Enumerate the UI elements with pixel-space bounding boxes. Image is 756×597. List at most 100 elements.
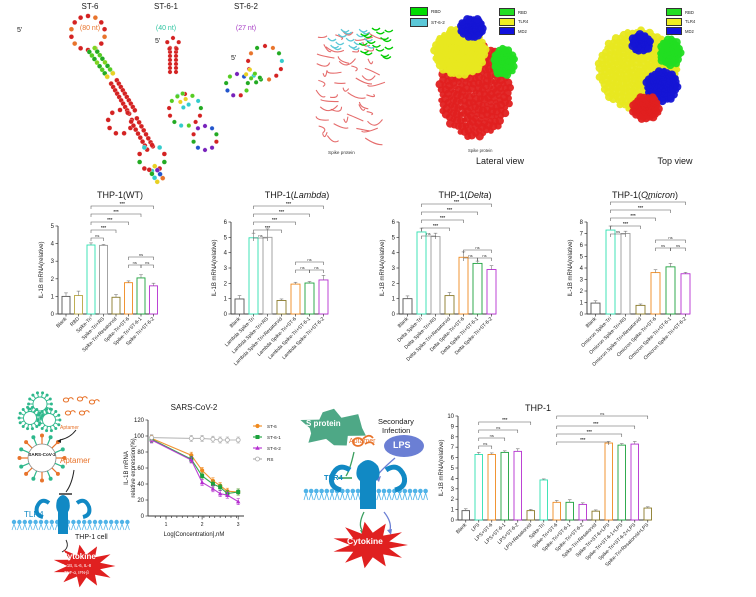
top-view-label: Top view: [657, 156, 693, 166]
svg-text:THP-1: THP-1: [525, 403, 551, 413]
secondary-infection-line2: Infection: [382, 426, 411, 435]
svg-text:ns: ns: [496, 425, 500, 430]
legend-swatch-tlr4-lateral: [499, 17, 515, 26]
svg-text:IL-1B mRNA(relative): IL-1B mRNA(relative): [568, 239, 574, 296]
cytokine-label-left: Cytokine: [62, 552, 96, 561]
svg-text:ns: ns: [300, 265, 304, 270]
protein-structures-panel: RBD ST-6-2 Spike protein RBD TLR4 MD2 Sp…: [300, 0, 756, 182]
svg-text:4: 4: [451, 476, 455, 482]
svg-text:1: 1: [451, 508, 455, 514]
svg-text:***: ***: [593, 421, 599, 426]
mechanism-left-graphics: [11, 391, 130, 588]
legend-swatch-tlr4-top: [666, 17, 682, 26]
svg-text:***: ***: [502, 417, 508, 422]
chart-svg-lps: 0 1 2 3 4 5 6 7 8 9 10 IL-1B mRNA(relative) Blank LPS…: [439, 403, 652, 568]
top-legend: RBD TLR4 MD2: [666, 8, 695, 35]
svg-text:1: 1: [224, 297, 228, 303]
mechanism-diagram-left: Aptamer SARS-CoV-2 Aptamer TLR4 THP-1 ce…: [2, 382, 142, 597]
svg-text:ns: ns: [426, 231, 430, 236]
rna-five-prime-2: 5': [231, 55, 237, 62]
legend-label-md2-lateral: MD2: [518, 28, 527, 34]
cytokine-list-2: TNF-α, IFN-β: [64, 570, 89, 575]
svg-text:***: ***: [279, 209, 285, 214]
svg-text:ns: ns: [475, 245, 479, 250]
svg-text:2: 2: [580, 289, 584, 295]
svg-text:3: 3: [237, 522, 240, 528]
legend-swatch-rbd: [410, 7, 428, 16]
ribbon-legend: RBD ST-6-2: [410, 7, 445, 27]
svg-text:2: 2: [451, 497, 455, 503]
svg-text:ns: ns: [314, 265, 318, 270]
legend-label-md2-top: MD2: [685, 28, 694, 34]
svg-text:THP-1(Omicron): THP-1(Omicron): [612, 190, 678, 200]
svg-text:ns: ns: [483, 441, 487, 446]
bar-chart-thp1-lambda: 0 1 2 3 4 5 6 IL-1B mRNA(relative) Blank Lambda S…: [205, 186, 375, 367]
svg-text:0: 0: [224, 312, 228, 318]
svg-text:4: 4: [392, 251, 396, 257]
rna-structure-graphics: [68, 13, 285, 185]
svg-text:2: 2: [201, 522, 204, 528]
svg-text:***: ***: [587, 429, 593, 434]
svg-text:IL-1B mRNA: IL-1B mRNA: [124, 451, 130, 485]
rna-structure-title-2: ST-6-2: [233, 2, 258, 11]
tlr4-label-left: TLR4: [24, 510, 44, 519]
svg-text:ns: ns: [145, 260, 149, 265]
legend-label-tlr4-lateral: TLR4: [518, 19, 529, 24]
svg-text:7: 7: [451, 445, 455, 451]
svg-text:3: 3: [392, 266, 396, 272]
cytokine-label-right: Cytokine: [347, 536, 383, 546]
svg-text:8: 8: [580, 220, 584, 226]
svg-text:***: ***: [265, 225, 271, 230]
svg-text:4: 4: [51, 242, 55, 248]
legend-swatch-st62: [410, 18, 428, 27]
svg-text:***: ***: [630, 213, 636, 218]
svg-text:***: ***: [107, 217, 113, 222]
svg-text:5: 5: [51, 224, 55, 230]
svg-text:***: ***: [101, 225, 107, 230]
aptamer-label-top: Aptamer: [60, 425, 79, 431]
tlr4-label-right: TLR4: [324, 473, 343, 482]
svg-text:***: ***: [580, 437, 586, 442]
rna-five-prime-1: 5': [155, 38, 161, 45]
rna-structure-length-0: (80 nt): [79, 25, 101, 32]
svg-text:***: ***: [286, 201, 292, 206]
svg-text:IL-1B mRNA(relative): IL-1B mRNA(relative): [212, 239, 218, 296]
s-protein-label: S protein: [306, 419, 341, 428]
svg-text:4: 4: [580, 266, 584, 272]
svg-text:80: 80: [137, 450, 144, 456]
cell-label: THP-1 cell: [75, 534, 108, 541]
mechanism-right-graphics: [300, 408, 428, 569]
svg-text:3: 3: [580, 278, 584, 284]
legend-swatch-md2-lateral: [499, 27, 515, 35]
svg-text:THP-1(Delta): THP-1(Delta): [438, 190, 491, 200]
svg-text:LPS: LPS: [470, 522, 481, 533]
bar-chart-thp1-delta: 0 1 2 3 4 5 6 IL-1B mRNA(relative) Blank Delta Sp…: [373, 186, 545, 366]
rna-structures-panel: ST-6 (80 nt) 5' ST-6-1 (40 nt) 5' ST-6-2…: [0, 0, 300, 185]
svg-text:Blank: Blank: [455, 522, 468, 535]
svg-text:5: 5: [451, 466, 455, 472]
svg-text:6: 6: [224, 220, 228, 226]
svg-text:ns: ns: [258, 233, 262, 238]
lateral-legend: RBD TLR4 MD2: [499, 8, 528, 35]
svg-text:8: 8: [451, 435, 455, 441]
svg-text:5: 5: [580, 255, 584, 261]
svg-text:40: 40: [137, 482, 144, 488]
svg-text:5: 5: [392, 235, 396, 241]
svg-text:120: 120: [134, 418, 145, 424]
svg-text:***: ***: [113, 209, 119, 214]
svg-text:ns: ns: [616, 229, 620, 234]
legend-swatch-rbd-top: [666, 8, 682, 16]
svg-text:0: 0: [141, 514, 145, 520]
svg-text:20: 20: [137, 498, 144, 504]
legend-swatch-md2-top: [666, 27, 682, 35]
mechanism-diagram-right: S protein Aptamer Secondary Infection LP…: [292, 390, 452, 590]
svg-text:ns: ns: [668, 235, 672, 240]
svg-text:ns: ns: [468, 253, 472, 258]
rna-structure-length-2: (27 nt): [235, 25, 257, 32]
svg-text:ns: ns: [133, 260, 137, 265]
svg-text:IL-1B mRNA(relative): IL-1B mRNA(relative): [439, 439, 445, 496]
legend-swatch-rbd-lateral: [499, 8, 515, 16]
dose-response-svg: 0 20 40 60 80 100 120 1 2 3 SARS-CoV-2 Log[Concentr…: [124, 403, 281, 538]
